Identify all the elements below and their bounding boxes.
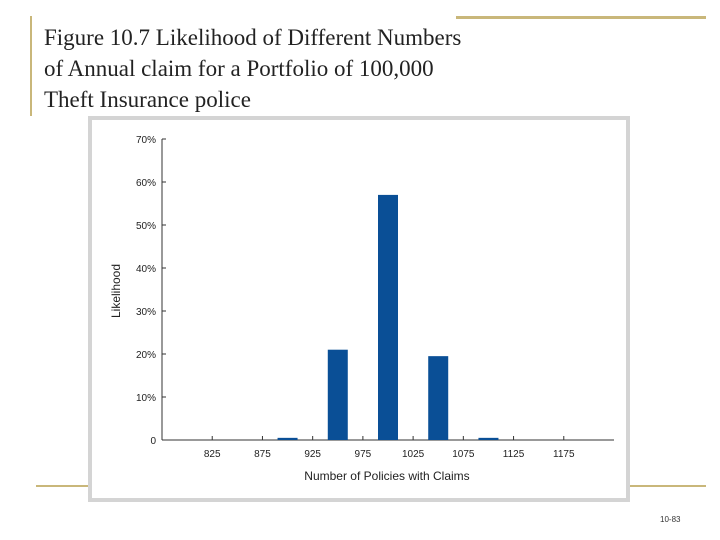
x-tick-label: 875 bbox=[254, 449, 271, 460]
bar bbox=[478, 437, 499, 440]
slide-number: 10-83 bbox=[660, 515, 681, 524]
y-tick-label: 70% bbox=[136, 135, 156, 146]
chart-axes: 0 10% 20% 30% 40% 50% 60% 70% 825 875 925 975 1025 10… bbox=[136, 135, 614, 460]
y-tick-label: 20% bbox=[136, 350, 156, 361]
chart-bars bbox=[277, 194, 499, 440]
x-tick-label: 1025 bbox=[402, 449, 425, 460]
y-axis-label: Likelihood bbox=[109, 264, 123, 318]
slide-title: Figure 10.7 Likelihood of Different Numb… bbox=[44, 25, 462, 112]
y-tick-label: 10% bbox=[136, 393, 156, 404]
y-tick-label: 40% bbox=[136, 264, 156, 275]
bar bbox=[277, 437, 298, 440]
bar bbox=[428, 356, 449, 440]
bar bbox=[327, 349, 348, 440]
x-tick-label: 1175 bbox=[553, 449, 575, 460]
x-tick-label: 1075 bbox=[452, 449, 475, 460]
x-tick-label: 975 bbox=[355, 449, 372, 460]
x-tick-label: 1125 bbox=[503, 449, 525, 460]
x-tick-label: 825 bbox=[204, 449, 221, 460]
chart-frame bbox=[88, 116, 630, 502]
x-tick-label: 925 bbox=[304, 449, 321, 460]
y-tick-label: 0 bbox=[150, 436, 156, 447]
bar bbox=[378, 194, 398, 440]
left-accent-rule bbox=[30, 16, 32, 116]
y-tick-label: 50% bbox=[136, 221, 156, 232]
y-tick-label: 60% bbox=[136, 178, 156, 189]
y-tick-label: 30% bbox=[136, 307, 156, 318]
x-axis-label: Number of Policies with Claims bbox=[304, 469, 469, 483]
top-accent-rule bbox=[456, 16, 706, 19]
